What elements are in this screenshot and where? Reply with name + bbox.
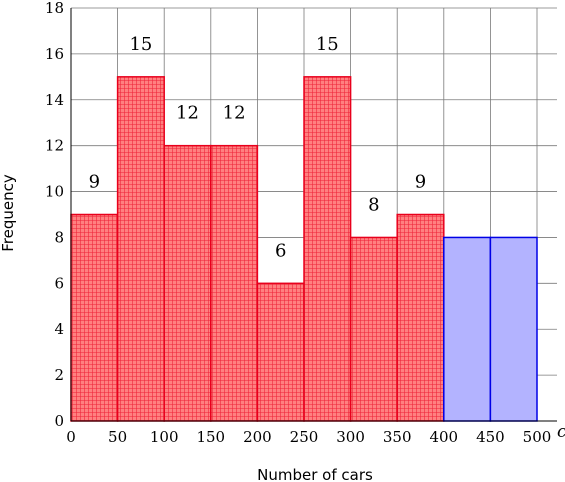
axes <box>70 8 557 422</box>
y-tick-label: 10 <box>45 183 64 201</box>
x-tick-label: 200 <box>243 428 272 446</box>
y-tick-label: 0 <box>54 412 64 430</box>
histogram-bar <box>116 76 165 422</box>
x-tick-label: 500 <box>523 428 552 446</box>
bar-value-label: 12 <box>223 103 246 124</box>
y-tick-label: 12 <box>45 137 64 155</box>
y-tick-label: 6 <box>54 274 64 292</box>
x-tick-label: 0 <box>66 428 76 446</box>
x-tick-label: 300 <box>336 428 365 446</box>
histogram-bar <box>396 213 445 422</box>
y-axis-title: Frequency <box>0 174 17 252</box>
bar-value-label: 6 <box>275 240 286 261</box>
bar-value-label: 8 <box>368 194 379 215</box>
histogram-bar <box>489 236 538 422</box>
bar-value-label: 9 <box>89 172 100 193</box>
x-tick-label: 450 <box>476 428 505 446</box>
histogram-bar <box>163 144 212 422</box>
x-tick-label: 150 <box>196 428 225 446</box>
x-tick-label: 100 <box>150 428 179 446</box>
histogram-bar <box>70 213 119 422</box>
histogram-bar <box>256 282 305 422</box>
x-tick-label: 350 <box>383 428 412 446</box>
y-tick-label: 8 <box>54 228 64 246</box>
bar-value-label: 9 <box>415 172 426 193</box>
y-tick-label: 4 <box>54 320 64 338</box>
histogram-bar <box>303 76 352 422</box>
bars <box>70 76 538 422</box>
y-tick-label: 18 <box>45 0 64 17</box>
histogram-bar <box>349 236 398 422</box>
histogram-bar <box>210 144 259 422</box>
y-tick-label: 14 <box>45 91 64 109</box>
y-tick-label: 2 <box>54 366 64 384</box>
y-tick-label: 16 <box>45 45 64 63</box>
histogram-bar <box>443 236 492 422</box>
x-variable-label: c <box>557 422 565 442</box>
bar-value-label: 15 <box>129 34 152 55</box>
bar-value-label: 12 <box>176 103 199 124</box>
x-tick-label: 50 <box>108 428 127 446</box>
x-axis-title: Number of cars <box>257 466 373 482</box>
x-tick-label: 250 <box>290 428 319 446</box>
x-tick-label: 400 <box>429 428 458 446</box>
bar-value-label: 15 <box>316 34 339 55</box>
